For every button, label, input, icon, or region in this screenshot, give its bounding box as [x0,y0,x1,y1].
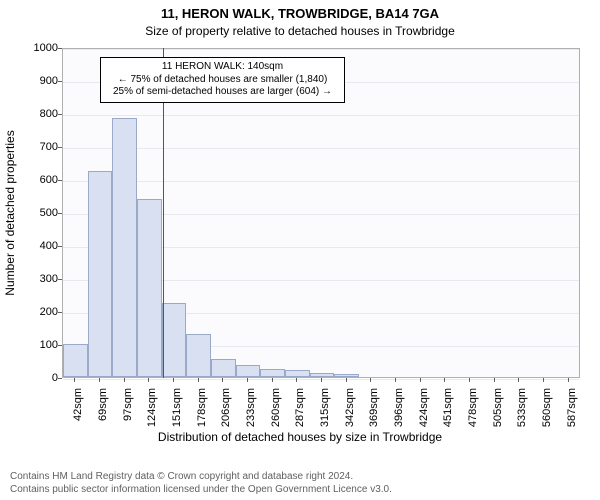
x-tick-label: 560sqm [541,388,553,448]
x-tick-mark [543,378,544,382]
y-tick-mark [58,114,62,115]
x-tick-mark [198,378,199,382]
x-tick-mark [247,378,248,382]
x-tick-mark [568,378,569,382]
y-axis-label: Number of detached properties [3,130,17,295]
annotation-line-2: ← 75% of detached houses are smaller (1,… [107,74,338,87]
x-tick-label: 396sqm [393,388,405,448]
x-tick-label: 315sqm [319,388,331,448]
x-tick-label: 178sqm [196,388,208,448]
x-tick-mark [518,378,519,382]
y-tick-label: 1000 [18,42,58,54]
x-tick-label: 342sqm [344,388,356,448]
x-tick-label: 260sqm [270,388,282,448]
histogram-bar [260,369,285,377]
annotation-box: 11 HERON WALK: 140sqm ← 75% of detached … [100,57,345,103]
y-tick-mark [58,279,62,280]
x-tick-mark [99,378,100,382]
y-tick-mark [58,48,62,49]
histogram-bar [63,344,88,377]
histogram-bar [211,359,236,377]
histogram-bar [236,365,261,377]
y-tick-mark [58,345,62,346]
y-tick-mark [58,213,62,214]
x-tick-mark [444,378,445,382]
grid-line [63,49,579,50]
x-tick-label: 42sqm [72,388,84,448]
chart-title-address: 11, HERON WALK, TROWBRIDGE, BA14 7GA [0,6,600,21]
histogram-bar [285,370,310,377]
x-tick-label: 533sqm [516,388,528,448]
y-tick-label: 700 [18,141,58,153]
y-tick-mark [58,180,62,181]
chart-container: 11, HERON WALK, TROWBRIDGE, BA14 7GA Siz… [0,0,600,500]
x-tick-mark [124,378,125,382]
y-tick-mark [58,147,62,148]
y-tick-mark [58,378,62,379]
histogram-bar [88,171,113,377]
x-tick-mark [420,378,421,382]
histogram-bar [310,373,335,377]
y-tick-label: 200 [18,306,58,318]
x-tick-mark [370,378,371,382]
annotation-line-3: 25% of semi-detached houses are larger (… [107,86,338,99]
x-tick-mark [272,378,273,382]
x-tick-mark [173,378,174,382]
x-tick-label: 424sqm [418,388,430,448]
x-tick-label: 97sqm [122,388,134,448]
y-tick-mark [58,81,62,82]
x-tick-label: 69sqm [97,388,109,448]
y-tick-label: 600 [18,174,58,186]
histogram-bar [334,374,359,377]
y-tick-label: 0 [18,372,58,384]
chart-title-subtitle: Size of property relative to detached ho… [0,24,600,38]
x-tick-mark [321,378,322,382]
grid-line [63,148,579,149]
x-tick-mark [222,378,223,382]
x-tick-label: 287sqm [294,388,306,448]
y-tick-mark [58,246,62,247]
y-tick-label: 100 [18,339,58,351]
x-tick-label: 233sqm [245,388,257,448]
x-tick-label: 505sqm [492,388,504,448]
histogram-bar [112,118,137,377]
grid-line [63,181,579,182]
x-tick-label: 587sqm [566,388,578,448]
x-tick-label: 369sqm [368,388,380,448]
y-tick-label: 400 [18,240,58,252]
x-tick-label: 124sqm [146,388,158,448]
footer-attribution: Contains HM Land Registry data © Crown c… [10,471,590,496]
footer-line-2: Contains public sector information licen… [10,484,590,497]
y-tick-label: 500 [18,207,58,219]
footer-line-1: Contains HM Land Registry data © Crown c… [10,471,590,484]
x-tick-label: 206sqm [220,388,232,448]
y-tick-label: 900 [18,75,58,87]
x-tick-mark [494,378,495,382]
x-tick-mark [395,378,396,382]
x-tick-mark [469,378,470,382]
histogram-bar [137,199,162,377]
histogram-bar [186,334,211,377]
y-tick-label: 800 [18,108,58,120]
x-tick-label: 451sqm [442,388,454,448]
x-tick-mark [296,378,297,382]
annotation-line-1: 11 HERON WALK: 140sqm [107,61,338,74]
x-tick-mark [346,378,347,382]
y-tick-label: 300 [18,273,58,285]
x-tick-mark [74,378,75,382]
grid-line [63,115,579,116]
x-tick-mark [148,378,149,382]
histogram-bar [162,303,187,377]
y-tick-mark [58,312,62,313]
x-tick-label: 151sqm [171,388,183,448]
x-tick-label: 478sqm [467,388,479,448]
